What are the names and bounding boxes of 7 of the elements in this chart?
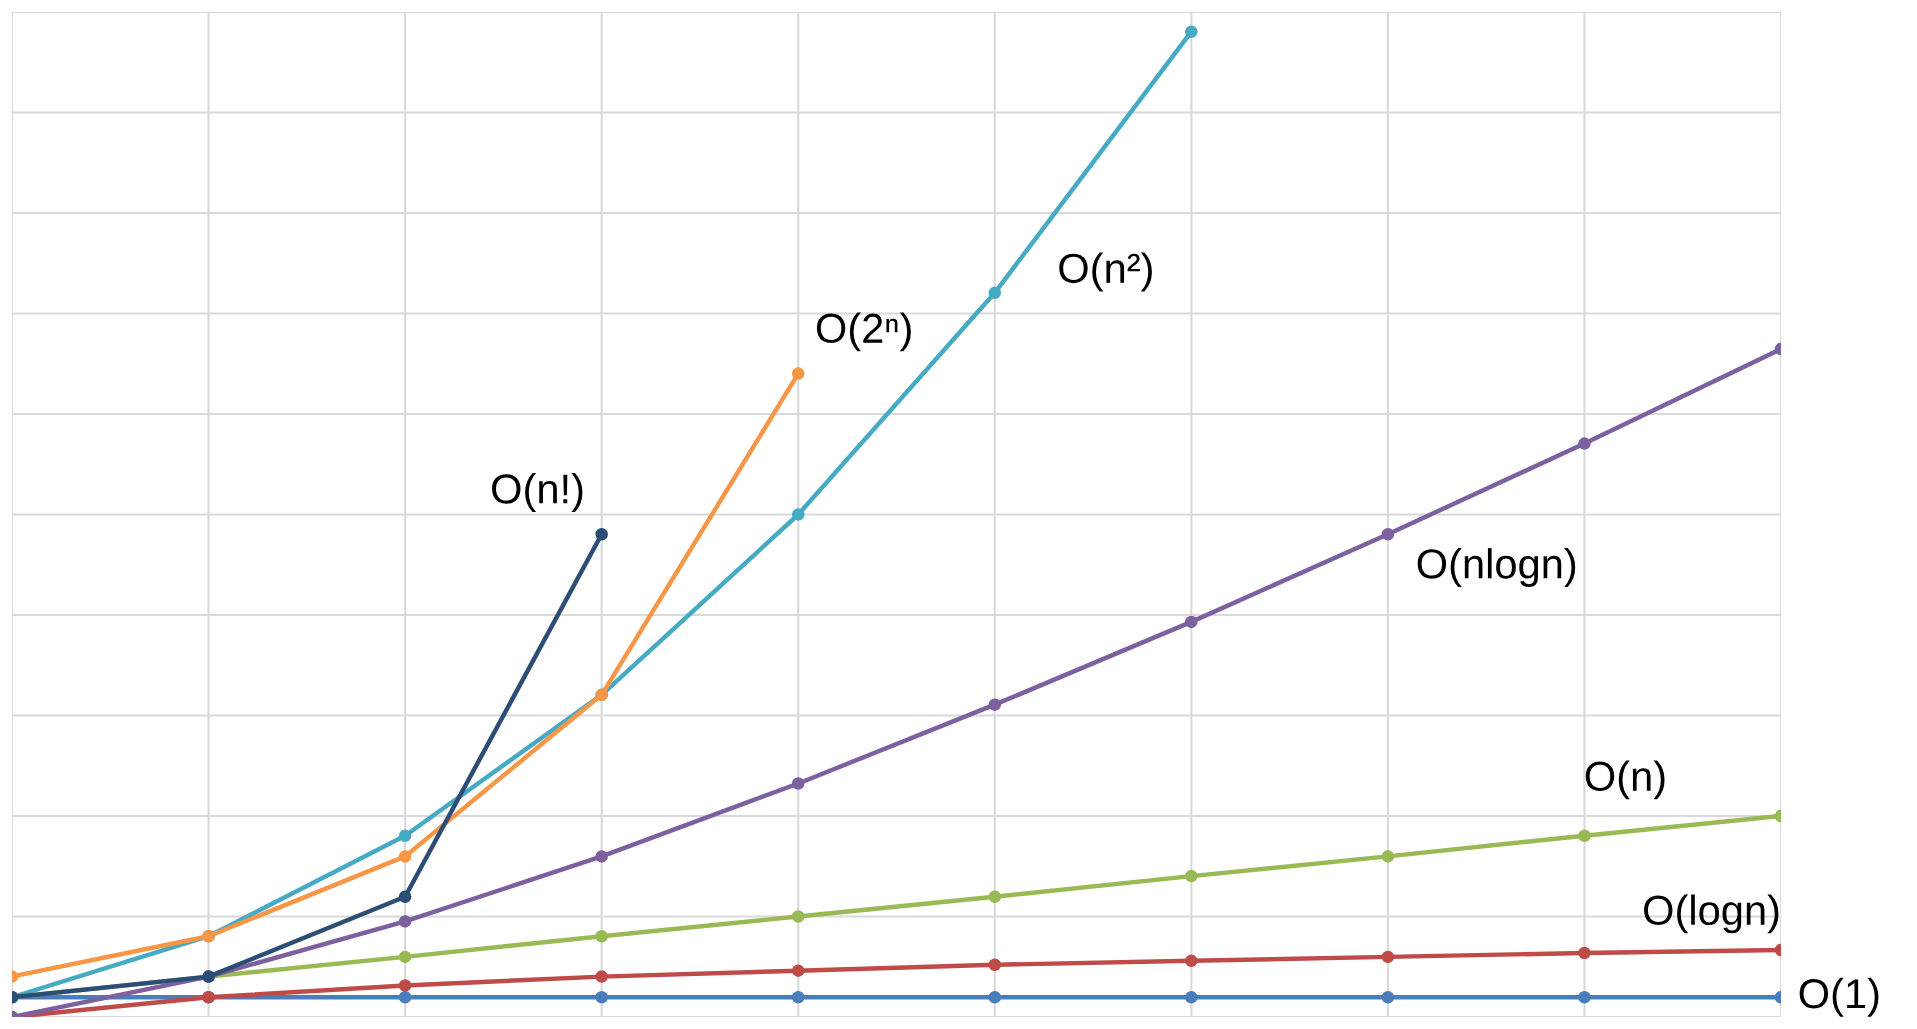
- series-label: O(1): [1799, 977, 1879, 1017]
- series-label: O(nlogn): [1417, 548, 1576, 587]
- series-label: O(n): [1585, 760, 1665, 800]
- series-label: O(2ⁿ): [816, 312, 911, 352]
- series-label: O(n²): [1059, 252, 1152, 292]
- series-label: O(logn): [1644, 894, 1779, 934]
- series-label: O(n!): [492, 473, 583, 512]
